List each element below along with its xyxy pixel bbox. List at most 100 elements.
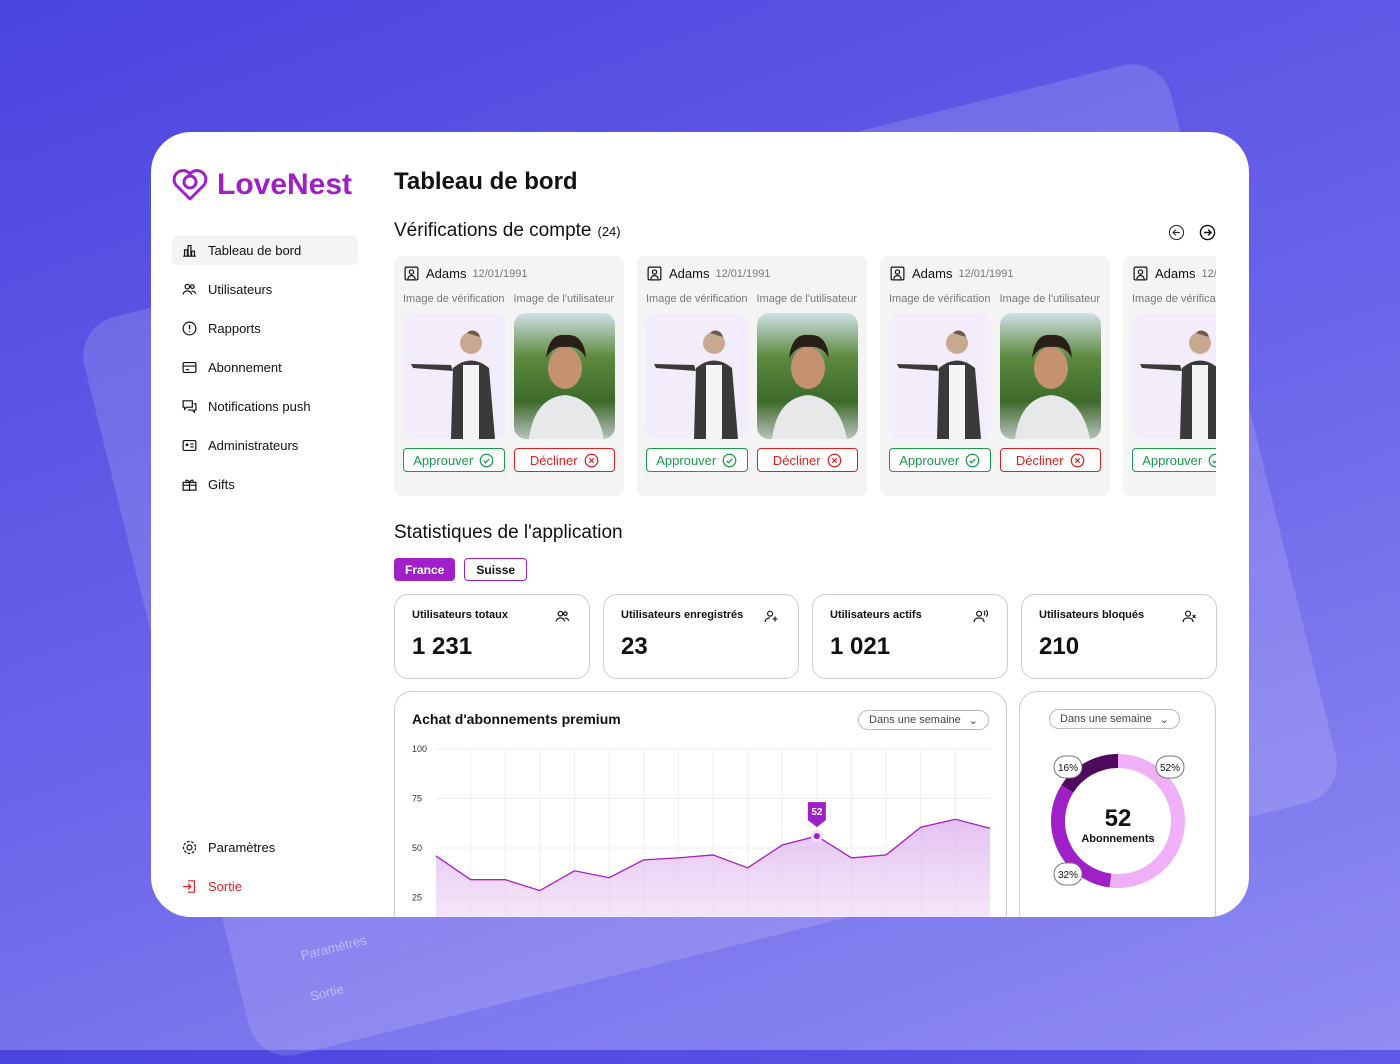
approve-button[interactable]: Approuver: [1132, 448, 1216, 472]
approve-button[interactable]: Approuver: [403, 448, 505, 472]
chat-icon: [181, 398, 198, 415]
x-circle-icon: [827, 453, 842, 468]
approve-button[interactable]: Approuver: [646, 448, 748, 472]
gear-icon: [181, 839, 198, 856]
logo[interactable]: LoveNest: [171, 168, 352, 202]
gift-icon: [181, 476, 198, 493]
decline-label: Décliner: [773, 453, 821, 468]
tab-france[interactable]: France: [394, 558, 455, 581]
users-icon: [554, 608, 571, 625]
approve-button[interactable]: Approuver: [889, 448, 991, 472]
stat-card: Utilisateurs enregistrés 23: [603, 594, 799, 679]
sidebar-item-label: Tableau de bord: [208, 243, 301, 258]
sidebar-item-administrateurs[interactable]: Administrateurs: [172, 430, 358, 460]
arrow-left-icon[interactable]: [1168, 224, 1185, 241]
check-circle-icon: [1208, 453, 1216, 468]
user-photo[interactable]: [1000, 313, 1102, 439]
brand-name: LoveNest: [217, 168, 352, 202]
user-birthdate: 12/01/1991: [1201, 268, 1216, 280]
user-name: Adams: [1155, 266, 1195, 281]
verification-image-label: Image de vérification: [889, 292, 991, 307]
user-birthdate: 12/01/1991: [472, 268, 527, 280]
x-circle-icon: [584, 453, 599, 468]
user-active-icon: [972, 608, 989, 625]
sidebar-item-settings[interactable]: Paramètres: [172, 832, 358, 862]
sidebar-item-label: Sortie: [208, 879, 242, 894]
user-square-icon: [403, 265, 420, 282]
slice-label: 32%: [1058, 870, 1078, 881]
stat-card: Utilisateurs bloqués 210: [1021, 594, 1217, 679]
logout-icon: [181, 878, 198, 895]
y-tick-label: 25: [412, 893, 422, 903]
sidebar-item-utilisateurs[interactable]: Utilisateurs: [172, 274, 358, 304]
sidebar-item-label: Notifications push: [208, 399, 311, 414]
verification-carousel: Adams 12/01/1991 Image de vérification Ima…: [394, 256, 1216, 496]
slice-label: 16%: [1058, 763, 1078, 774]
sidebar-item-rapports[interactable]: Rapports: [172, 313, 358, 343]
approve-label: Approuver: [899, 453, 959, 468]
slice-label: 52%: [1160, 763, 1180, 774]
check-circle-icon: [965, 453, 980, 468]
page-title: Tableau de bord: [394, 168, 578, 196]
user-name: Adams: [912, 266, 952, 281]
verification-image-label: Image de vérification: [403, 292, 505, 307]
user-square-icon: [1132, 265, 1149, 282]
premium-chart-card: Achat d'abonnements premium Dans une sem…: [394, 691, 1007, 917]
stat-value: 23: [621, 633, 781, 661]
approve-label: Approuver: [1142, 453, 1202, 468]
verification-photo[interactable]: [889, 313, 991, 439]
user-x-icon: [1181, 608, 1198, 625]
stat-value: 1 231: [412, 633, 572, 661]
decline-button[interactable]: Décliner: [1000, 448, 1102, 472]
stat-label: Utilisateurs enregistrés: [621, 609, 781, 621]
user-photo[interactable]: [514, 313, 616, 439]
donut-center-value: 52: [1105, 805, 1132, 832]
user-name: Adams: [669, 266, 709, 281]
check-circle-icon: [479, 453, 494, 468]
bar-chart-icon: [181, 242, 198, 259]
stat-label: Utilisateurs actifs: [830, 609, 990, 621]
arrow-right-icon[interactable]: [1199, 224, 1216, 241]
user-image-label: Image de l'utilisateur: [514, 292, 616, 307]
sidebar-item-label: Administrateurs: [208, 438, 298, 453]
sidebar-item-abonnement[interactable]: Abonnement: [172, 352, 358, 382]
user-plus-icon: [763, 608, 780, 625]
decline-label: Décliner: [530, 453, 578, 468]
user-name: Adams: [426, 266, 466, 281]
sidebar-item-logout[interactable]: Sortie: [172, 871, 358, 901]
user-image-label: Image de l'utilisateur: [757, 292, 859, 307]
sidebar-item-tableau-de-bord[interactable]: Tableau de bord: [172, 235, 358, 265]
sidebar-item-notifications-push[interactable]: Notifications push: [172, 391, 358, 421]
user-birthdate: 12/01/1991: [958, 268, 1013, 280]
verification-photo[interactable]: [403, 313, 505, 439]
verification-photo[interactable]: [1132, 313, 1216, 439]
verifications-title: Vérifications de compte(24): [394, 220, 621, 242]
main-content: Tableau de bord Vérifications de compte(…: [394, 132, 1249, 917]
users-icon: [181, 281, 198, 298]
user-square-icon: [646, 265, 663, 282]
stat-label: Utilisateurs bloqués: [1039, 609, 1199, 621]
user-birthdate: 12/01/1991: [715, 268, 770, 280]
decline-button[interactable]: Décliner: [514, 448, 616, 472]
stat-value: 210: [1039, 633, 1199, 661]
sidebar-item-gifts[interactable]: Gifts: [172, 469, 358, 499]
sidebar-item-label: Utilisateurs: [208, 282, 272, 297]
decline-button[interactable]: Décliner: [757, 448, 859, 472]
app-window: LoveNest Tableau de bord Utilisateurs Rapp…: [151, 132, 1249, 917]
heart-logo-icon: [171, 168, 209, 202]
verifications-count: (24): [598, 224, 621, 239]
check-circle-icon: [722, 453, 737, 468]
approve-label: Approuver: [656, 453, 716, 468]
verification-photo[interactable]: [646, 313, 748, 439]
tab-suisse[interactable]: Suisse: [464, 558, 527, 581]
highlight-point: [814, 833, 820, 839]
user-photo[interactable]: [757, 313, 859, 439]
x-circle-icon: [1070, 453, 1085, 468]
